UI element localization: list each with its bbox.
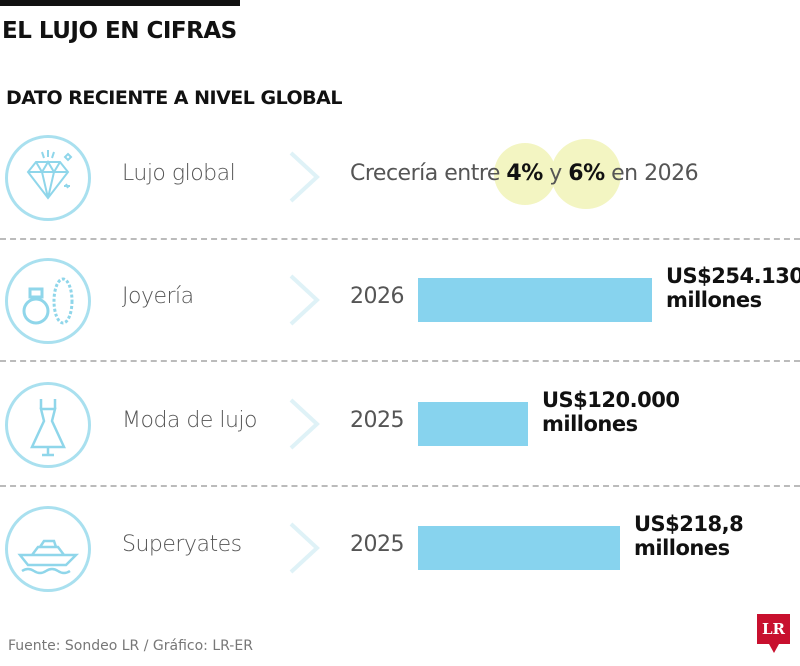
growth-mid: y	[542, 161, 569, 186]
value-unit: millones	[666, 288, 762, 312]
ring-bracelet-icon	[5, 258, 91, 344]
divider	[0, 485, 800, 487]
growth-low: 4%	[506, 161, 543, 186]
value-unit: millones	[634, 536, 730, 560]
page-title: EL LUJO EN CIFRAS	[2, 18, 237, 44]
row-value: US$218,8 millones	[634, 512, 744, 560]
value-bar	[418, 402, 528, 446]
growth-high: 6%	[568, 161, 605, 186]
chevron-right-icon	[289, 274, 320, 326]
divider	[0, 238, 800, 240]
value-amount: US$218,8	[634, 512, 744, 536]
row-year: 2025	[350, 532, 405, 557]
value-bar	[418, 526, 620, 570]
row-lujo-global: Lujo global Crecería entre 4% y 6% en 20…	[0, 127, 800, 227]
chevron-right-icon	[289, 522, 320, 574]
lr-logo: LR	[757, 614, 790, 653]
value-unit: millones	[542, 412, 638, 436]
yacht-icon	[5, 506, 91, 592]
row-label: Moda de lujo	[122, 408, 258, 433]
diamond-icon	[5, 135, 91, 221]
row-label: Joyería	[122, 284, 194, 309]
source-note: Fuente: Sondeo LR / Gráfico: LR-ER	[8, 638, 253, 654]
value-amount: US$254.130	[666, 264, 800, 288]
growth-pre: Crecería entre	[350, 161, 507, 186]
row-year: 2026	[350, 284, 405, 309]
growth-post: en 2026	[604, 161, 699, 186]
divider	[0, 360, 800, 362]
chevron-right-icon	[289, 398, 320, 450]
row-year: 2025	[350, 408, 405, 433]
row-label: Superyates	[122, 532, 242, 557]
chevron-right-icon	[289, 151, 320, 203]
row-moda-de-lujo: Moda de lujo 2025 US$120.000 millones	[0, 374, 800, 474]
row-joyeria: Joyería 2026 US$254.130 millones	[0, 250, 800, 350]
page-subtitle: DATO RECIENTE A NIVEL GLOBAL	[6, 87, 342, 109]
value-amount: US$120.000	[542, 388, 680, 412]
row-value: US$120.000 millones	[542, 388, 680, 436]
growth-text: Crecería entre 4% y 6% en 2026	[350, 161, 699, 186]
value-bar	[418, 278, 652, 322]
dress-icon	[5, 382, 91, 468]
top-rule	[0, 0, 240, 6]
row-superyates: Superyates 2025 US$218,8 millones	[0, 498, 800, 598]
row-value: US$254.130 millones	[666, 264, 800, 312]
row-label: Lujo global	[122, 161, 236, 186]
